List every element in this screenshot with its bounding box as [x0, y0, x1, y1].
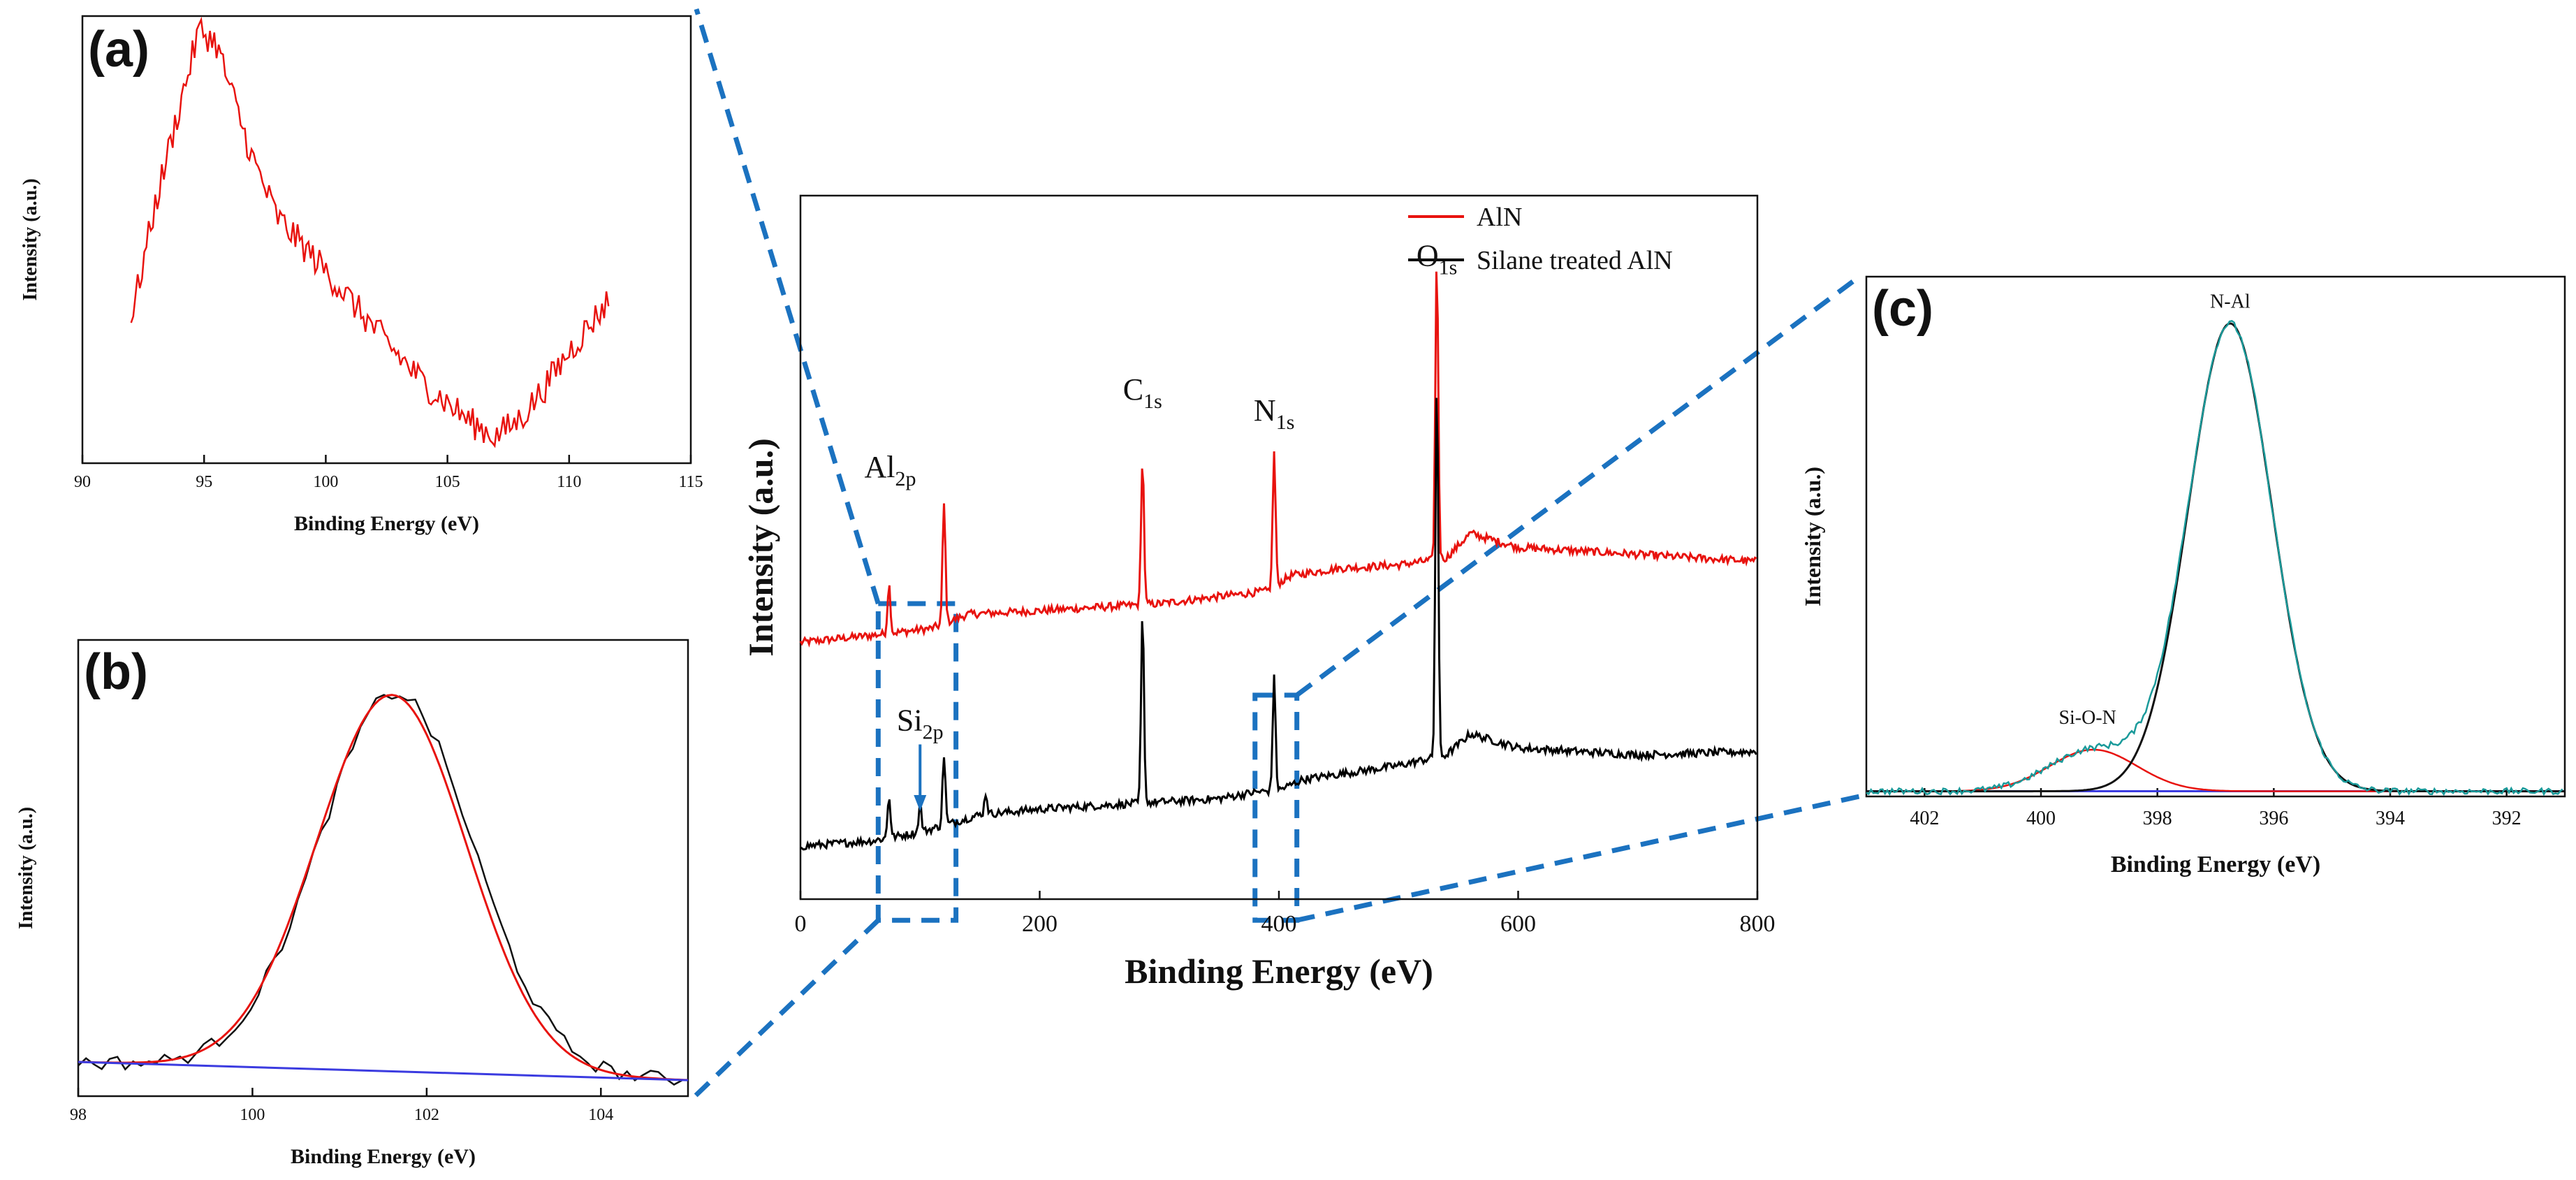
si2p-arrow-head — [914, 794, 927, 812]
x-tick-label: 100 — [240, 1106, 265, 1124]
panel-c-background — [1866, 277, 2565, 796]
x-axis-title: Binding Energy (eV) — [1125, 952, 1433, 991]
callout-box — [875, 601, 959, 923]
callout-box — [1252, 692, 1300, 923]
peak-label: N-Al — [2210, 291, 2251, 313]
x-tick-label: 98 — [70, 1106, 87, 1124]
x-tick-label: 102 — [414, 1106, 439, 1124]
peak-label: Si-O-N — [2058, 707, 2116, 729]
y-axis-title: Intensity (a.u.) — [1800, 467, 1825, 606]
main-plot-frame — [799, 194, 1759, 901]
panel-b-background — [78, 640, 688, 1096]
series-line-aln — [799, 271, 1757, 648]
panel-c-plot-frame — [1865, 275, 2566, 798]
callout-line-to-c-top — [1295, 275, 1861, 697]
x-tick-label: 105 — [435, 473, 460, 491]
x-tick-label: 95 — [196, 473, 212, 491]
legend-entry: Silane treated AlN — [1477, 246, 1673, 275]
x-tick-label: 402 — [1910, 808, 1939, 829]
panel-a-background — [82, 16, 691, 463]
x-tick-label: 398 — [2143, 808, 2172, 829]
x-axis-title: Binding Energy (eV) — [291, 1145, 476, 1168]
panel-a-plot-frame — [81, 15, 692, 465]
y-axis-title: Intensity (a.u.) — [15, 807, 37, 929]
x-tick-label: 90 — [74, 473, 91, 491]
si2p-fit-line — [78, 694, 689, 1081]
x-tick-label: 200 — [1022, 911, 1058, 937]
panel-label: (b) — [84, 644, 148, 700]
background-line — [78, 1061, 689, 1081]
x-tick-label: 110 — [557, 473, 581, 491]
x-tick-label: 394 — [2376, 808, 2405, 829]
x-tick-label: 396 — [2259, 808, 2288, 829]
x-tick-label: 0 — [795, 911, 807, 937]
si2p-raw-line — [78, 694, 682, 1086]
al2p-spectrum-line — [130, 16, 610, 449]
y-axis-title: Intensity (a.u.) — [20, 178, 41, 300]
callout-line-to-a — [694, 8, 881, 605]
x-axis-title: Binding Energy (eV) — [2111, 852, 2320, 877]
x-axis-title: Binding Energy (eV) — [294, 512, 479, 535]
x-tick-label: 600 — [1500, 911, 1536, 937]
x-tick-label: 115 — [678, 473, 703, 491]
series-line-silane-treated-aln — [800, 398, 1757, 851]
peak-label: C1s — [1123, 372, 1162, 413]
y-axis-title: Intensity (a.u.) — [741, 438, 780, 657]
peak-label: N1s — [1254, 393, 1294, 434]
panel-label: (c) — [1872, 281, 1933, 337]
peak-label: Si2p — [897, 703, 944, 743]
main-survey-chart: 0 200 400 600 800 Binding Energy (eV) Intensit… — [741, 194, 1776, 991]
panel-a-chart: 90 95 100 105 110 115 Binding Energy (eV) Inten… — [20, 15, 703, 535]
panel-label: (a) — [88, 22, 149, 78]
x-tick-label: 400 — [1261, 911, 1297, 937]
x-tick-label: 800 — [1740, 911, 1776, 937]
x-tick-label: 400 — [2026, 808, 2056, 829]
x-tick-label: 100 — [313, 473, 338, 491]
callout-line-to-b — [693, 918, 880, 1098]
legend-entry: AlN — [1477, 203, 1522, 232]
peak-label: Al2p — [864, 450, 916, 490]
x-tick-label: 104 — [588, 1106, 613, 1124]
callout-line-to-c-bottom — [1296, 794, 1860, 923]
panel-c-chart: 402 400 398 396 394 392 Binding Energy (eV) Int… — [1800, 275, 2566, 877]
panel-b-plot-frame — [77, 639, 689, 1098]
peak-label: O1s — [1417, 239, 1457, 279]
envelope-line — [1866, 319, 2563, 796]
x-tick-label: 392 — [2492, 808, 2522, 829]
panel-b-chart: 98 100 102 104 Binding Energy (eV) Intensity … — [15, 639, 689, 1168]
